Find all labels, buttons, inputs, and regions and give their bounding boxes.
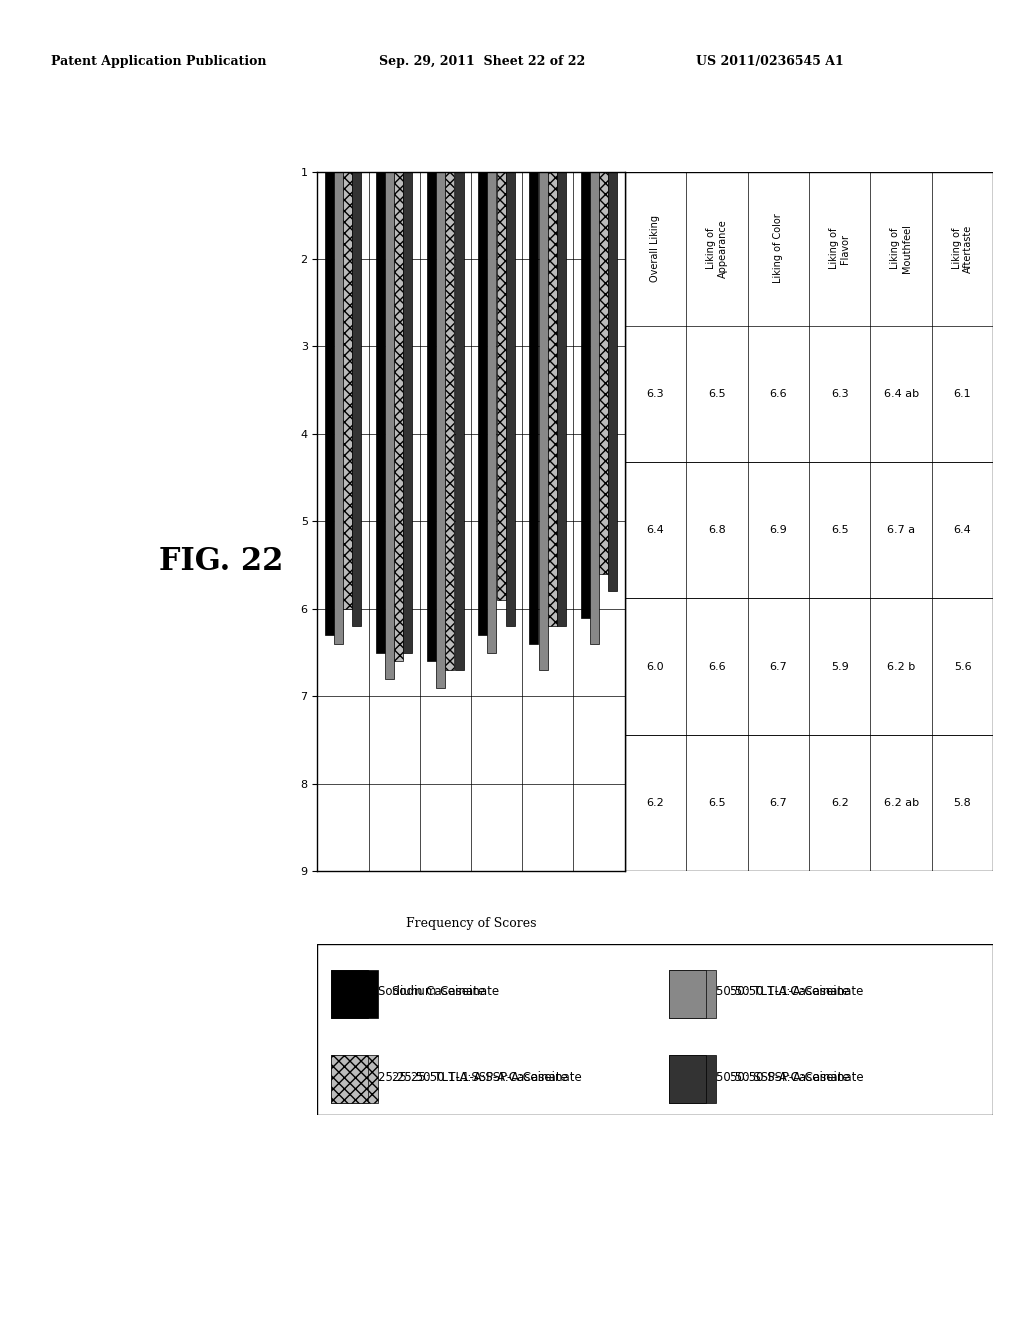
- Text: 6.9: 6.9: [769, 525, 787, 535]
- Text: 50:50 SSP-A:Caseinate: 50:50 SSP-A:Caseinate: [730, 1071, 863, 1084]
- Bar: [352, 172, 361, 627]
- Text: 6.2: 6.2: [830, 799, 849, 808]
- Text: 25:25:50 TL1-A:SSP-A:Caseinate: 25:25:50 TL1-A:SSP-A:Caseinate: [392, 1071, 582, 1084]
- Text: Overall Liking: Overall Liking: [650, 215, 660, 282]
- Bar: [487, 172, 497, 652]
- Text: Liking of
Flavor: Liking of Flavor: [828, 228, 851, 269]
- Bar: [376, 172, 385, 652]
- Text: 50:50 TL1-A:Caseinate: 50:50 TL1-A:Caseinate: [716, 985, 850, 998]
- Text: 6.2 ab: 6.2 ab: [884, 799, 919, 808]
- Bar: [581, 172, 590, 618]
- Text: 6.4 ab: 6.4 ab: [884, 388, 919, 399]
- Text: 6.7: 6.7: [769, 799, 787, 808]
- Text: 6.5: 6.5: [708, 799, 726, 808]
- Bar: [445, 172, 455, 671]
- Text: Liking of Color: Liking of Color: [773, 214, 783, 284]
- Text: 6.5: 6.5: [830, 525, 849, 535]
- Text: 6.2 b: 6.2 b: [887, 661, 915, 672]
- Text: 5.9: 5.9: [830, 661, 849, 672]
- Text: 6.4: 6.4: [646, 525, 665, 535]
- Text: Liking of
Mouthfeel: Liking of Mouthfeel: [890, 224, 912, 273]
- Bar: [539, 172, 548, 671]
- Bar: [331, 969, 369, 1018]
- Bar: [331, 1056, 369, 1104]
- Text: 6.7: 6.7: [769, 661, 787, 672]
- Text: 6.8: 6.8: [708, 525, 726, 535]
- Text: Patent Application Publication: Patent Application Publication: [51, 55, 266, 69]
- Bar: [436, 172, 445, 688]
- Bar: [403, 172, 413, 652]
- Bar: [599, 172, 608, 574]
- Text: 6.5: 6.5: [708, 388, 726, 399]
- Bar: [325, 172, 334, 635]
- Text: 5.6: 5.6: [953, 661, 972, 672]
- Text: 6.4: 6.4: [953, 525, 972, 535]
- Bar: [669, 1056, 716, 1104]
- Bar: [669, 1056, 707, 1104]
- Bar: [331, 1056, 378, 1104]
- Bar: [548, 172, 557, 627]
- Text: Liking of
Aftertaste: Liking of Aftertaste: [951, 224, 974, 273]
- Text: 6.3: 6.3: [646, 388, 665, 399]
- Text: Liking of
Appearance: Liking of Appearance: [706, 219, 728, 279]
- Text: 6.0: 6.0: [646, 661, 665, 672]
- Bar: [385, 172, 394, 678]
- Text: Sep. 29, 2011  Sheet 22 of 22: Sep. 29, 2011 Sheet 22 of 22: [379, 55, 585, 69]
- Text: 6.6: 6.6: [769, 388, 787, 399]
- Text: FIG. 22: FIG. 22: [159, 545, 283, 577]
- Text: 6.1: 6.1: [953, 388, 972, 399]
- Bar: [427, 172, 436, 661]
- Text: 6.2: 6.2: [646, 799, 665, 808]
- Text: 50:50 SSP-A:Caseinate: 50:50 SSP-A:Caseinate: [716, 1071, 850, 1084]
- Text: Sodium Caseinate: Sodium Caseinate: [392, 985, 499, 998]
- Bar: [497, 172, 506, 601]
- Bar: [394, 172, 403, 661]
- Bar: [557, 172, 566, 627]
- Bar: [334, 172, 343, 644]
- Text: US 2011/0236545 A1: US 2011/0236545 A1: [696, 55, 844, 69]
- Bar: [506, 172, 515, 627]
- Bar: [478, 172, 487, 635]
- Text: 5.8: 5.8: [953, 799, 972, 808]
- Text: Sodium Caseinate: Sodium Caseinate: [378, 985, 485, 998]
- Text: 6.7 a: 6.7 a: [887, 525, 915, 535]
- Bar: [331, 969, 378, 1018]
- Text: 25:25:50 TL1-A:SSP-A:Caseinate: 25:25:50 TL1-A:SSP-A:Caseinate: [378, 1071, 568, 1084]
- Bar: [529, 172, 539, 644]
- Text: 50:50 TL1-A:Caseinate: 50:50 TL1-A:Caseinate: [730, 985, 863, 998]
- Text: 6.3: 6.3: [830, 388, 849, 399]
- Bar: [669, 969, 707, 1018]
- Text: 6.6: 6.6: [708, 661, 726, 672]
- Bar: [455, 172, 464, 671]
- Bar: [669, 969, 716, 1018]
- Bar: [590, 172, 599, 644]
- Bar: [343, 172, 352, 609]
- Text: Frequency of Scores: Frequency of Scores: [406, 917, 537, 931]
- Bar: [608, 172, 617, 591]
